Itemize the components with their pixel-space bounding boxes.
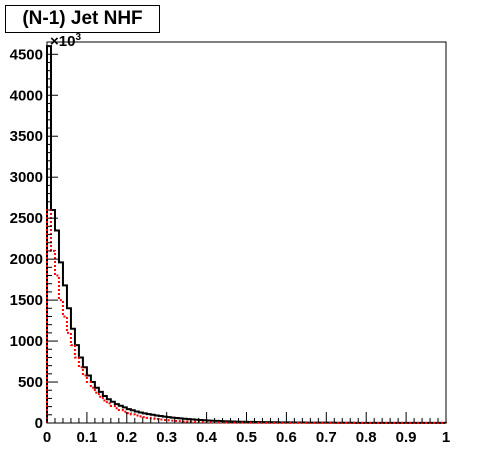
histogram-series-1 bbox=[46, 208, 447, 424]
histogram-series-0 bbox=[46, 45, 447, 424]
x-tick-label: 0.5 bbox=[236, 429, 257, 446]
x-tick-label: 0.8 bbox=[356, 429, 377, 446]
y-tick-label: 3000 bbox=[10, 169, 43, 186]
x-tick-label: 0.3 bbox=[156, 429, 177, 446]
x-tick-label: 1 bbox=[442, 429, 450, 446]
y-tick-label: 4500 bbox=[10, 46, 43, 63]
y-tick-label: 1500 bbox=[10, 292, 43, 309]
y-tick-label: 4000 bbox=[10, 87, 43, 104]
x-tick-label: 0.4 bbox=[196, 429, 218, 446]
x-tick-label: 0.9 bbox=[396, 429, 417, 446]
chart-title: (N-1) Jet NHF bbox=[5, 5, 160, 33]
series-layer bbox=[46, 45, 447, 424]
y-tick-label: 3500 bbox=[10, 128, 43, 145]
y-tick-label: 0 bbox=[35, 415, 43, 432]
plot-frame bbox=[46, 41, 447, 424]
x-tick-label: 0.6 bbox=[276, 429, 297, 446]
axis-layer: 0 0.1 0.2 0.3 0.4 0.5 0.6 0.7 0.8 0.9 1 0 500 1000 150… bbox=[10, 45, 450, 446]
x-tick-label: 0.7 bbox=[316, 429, 337, 446]
x-tick-label: 0 bbox=[43, 429, 51, 446]
y-tick-label: 2000 bbox=[10, 251, 43, 268]
y-tick-label: 1000 bbox=[10, 333, 43, 350]
x-tick-label: 0.2 bbox=[116, 429, 137, 446]
x-tick-label: 0.1 bbox=[76, 429, 97, 446]
y-tick-label: 2500 bbox=[10, 210, 43, 227]
y-tick-label: 500 bbox=[18, 374, 43, 391]
y-multiplier-label: ×103 bbox=[50, 32, 81, 50]
